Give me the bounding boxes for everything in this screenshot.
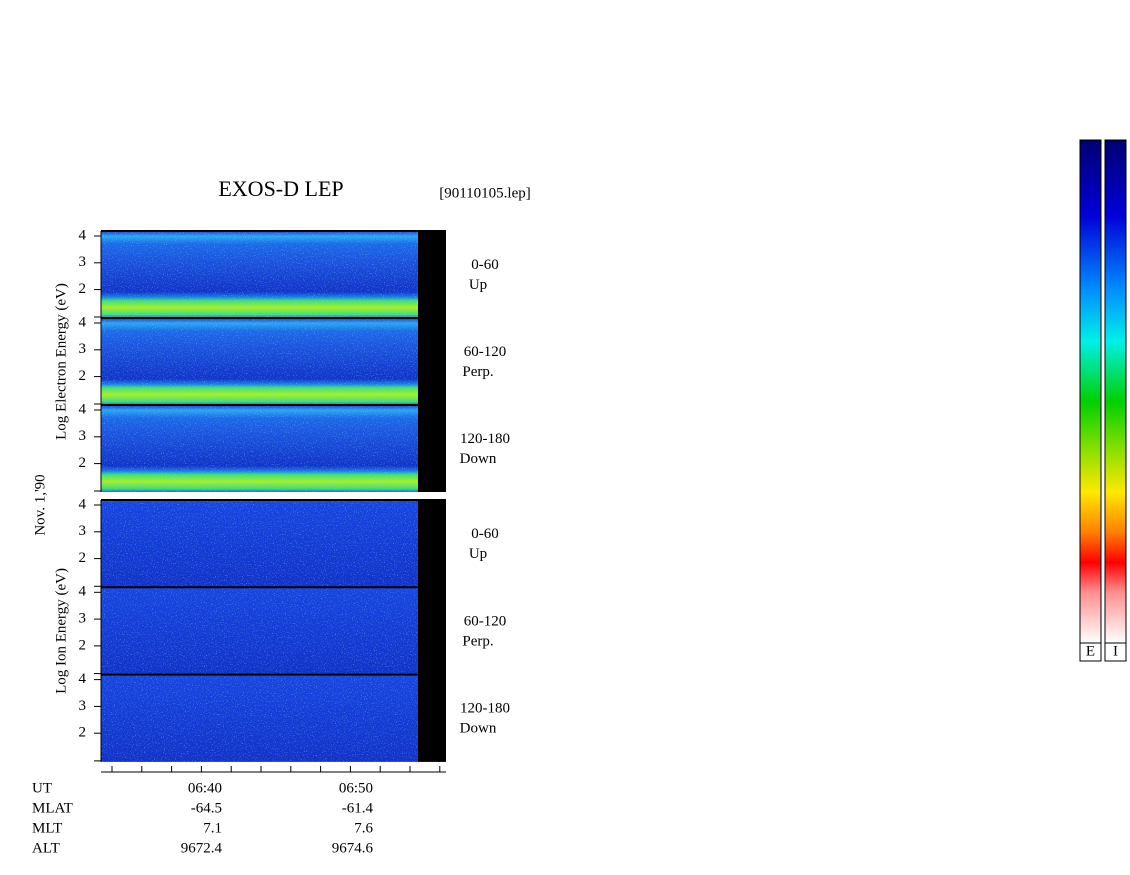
direction-label: Down <box>460 451 497 467</box>
y-tick-label: 2 <box>79 368 87 384</box>
direction-label: Perp. <box>462 364 493 380</box>
y-tick-label: 2 <box>79 281 87 297</box>
y-axis-label: Log Ion Energy (eV) <box>53 568 69 694</box>
y-tick-label: 4 <box>79 227 87 243</box>
colorbar-label-box <box>1104 642 1127 662</box>
direction-label: Up <box>469 277 487 293</box>
y-tick-label: 3 <box>79 698 87 714</box>
spectrogram-noise <box>101 231 418 318</box>
spectrogram-noise <box>101 405 418 492</box>
ephemeris-cell: ALT <box>32 840 60 856</box>
y-tick-label: 4 <box>79 671 87 687</box>
y-tick-label: 2 <box>79 725 87 741</box>
no-data <box>418 674 446 762</box>
file-name: [90110105.lep] <box>439 185 531 201</box>
colorbar-label-box <box>1079 642 1102 662</box>
y-tick-label: 4 <box>79 584 87 600</box>
y-tick-label: 3 <box>79 523 87 539</box>
y-tick-label: 3 <box>79 428 87 444</box>
no-data <box>418 500 446 588</box>
no-data <box>418 318 446 405</box>
date-label: Nov. 1,'90 <box>32 474 48 535</box>
colorbar-label: I <box>1113 643 1118 659</box>
direction-label: Up <box>469 546 487 562</box>
no-data <box>418 231 446 318</box>
spectrogram-noise <box>101 318 418 405</box>
y-axis-label: Log Electron Energy (eV) <box>53 283 69 440</box>
ephemeris-cell: 7.6 <box>354 820 373 836</box>
direction-label: Down <box>460 721 497 737</box>
no-data <box>418 587 446 675</box>
ephemeris-cell: 9674.6 <box>332 840 374 856</box>
ephemeris-cell: MLT <box>32 820 62 836</box>
ephemeris-cell: 9672.4 <box>181 840 223 856</box>
y-tick-label: 2 <box>79 637 87 653</box>
y-tick-label: 2 <box>79 455 87 471</box>
colorbar <box>1079 139 1102 644</box>
y-tick-label: 3 <box>79 611 87 627</box>
ephemeris-cell: 06:50 <box>339 780 373 796</box>
y-tick-label: 4 <box>79 496 87 512</box>
angle-label: 60-120 <box>464 344 507 360</box>
y-tick-label: 4 <box>79 314 87 330</box>
angle-label: 0-60 <box>471 257 499 273</box>
spectrogram-noise <box>101 500 418 588</box>
direction-label: Perp. <box>462 633 493 649</box>
y-tick-label: 4 <box>79 401 87 417</box>
ephemeris-cell: -61.4 <box>342 800 374 816</box>
angle-label: 120-180 <box>460 701 510 717</box>
spectrogram-noise <box>101 674 418 762</box>
colorbar-label: E <box>1086 643 1095 659</box>
ephemeris-cell: MLAT <box>32 800 73 816</box>
ephemeris-cell: -64.5 <box>191 800 222 816</box>
angle-label: 60-120 <box>464 613 507 629</box>
no-data <box>418 405 446 492</box>
y-tick-label: 3 <box>79 254 87 270</box>
ephemeris-cell: 7.1 <box>203 820 222 836</box>
ephemeris-cell: 06:40 <box>188 780 222 796</box>
spectrogram-noise <box>101 587 418 675</box>
y-tick-label: 3 <box>79 341 87 357</box>
angle-label: 120-180 <box>460 431 510 447</box>
colorbar <box>1104 139 1127 644</box>
ephemeris-cell: UT <box>32 780 52 796</box>
y-tick-label: 2 <box>79 550 87 566</box>
angle-label: 0-60 <box>471 526 499 542</box>
title: EXOS-D LEP <box>218 176 343 201</box>
